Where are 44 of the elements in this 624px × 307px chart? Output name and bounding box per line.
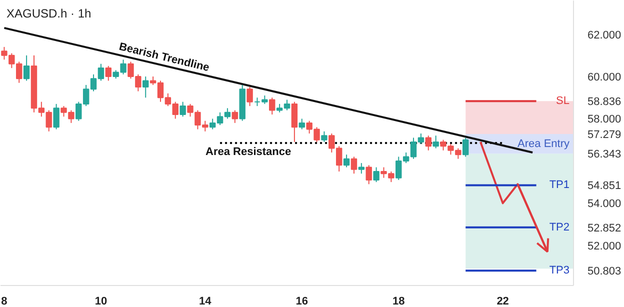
candlestick — [53, 103, 60, 130]
candlestick — [343, 154, 350, 168]
text: XAGUSD.h · 1h — [6, 6, 92, 20]
y-tick-label: 57.279 — [588, 128, 622, 141]
candlestick — [373, 166, 380, 183]
x-tick-label: 16 — [296, 296, 308, 307]
y-tick-label: 54.851 — [588, 180, 622, 192]
y-tick-label: 62.000 — [588, 29, 622, 42]
candlestick — [350, 156, 358, 174]
candlestick — [232, 110, 238, 124]
candlestick — [23, 54, 30, 82]
y-tick-label: 58.000 — [588, 114, 622, 126]
x-tick-label: 22 — [496, 296, 509, 307]
candlestick — [291, 101, 298, 142]
x-tick-label: 18 — [392, 296, 405, 307]
ref-line-label: SL — [556, 95, 570, 108]
band-label: Area Entry — [518, 138, 570, 150]
candlestick — [246, 86, 253, 107]
candlestick — [269, 97, 276, 115]
ref-line-label: TP1 — [549, 179, 570, 192]
y-tick-label: 60.000 — [588, 72, 622, 84]
y-tick-label: 58.836 — [588, 96, 622, 108]
candlestick — [462, 137, 469, 158]
ref-line-label: TP2 — [549, 221, 570, 234]
ref-line-label: TP3 — [549, 264, 570, 277]
candlestick — [321, 130, 328, 142]
candlestick — [358, 162, 365, 174]
y-tick-label: 50.803 — [588, 266, 622, 278]
candlestick — [425, 135, 432, 151]
candlestick — [180, 101, 186, 118]
candlestick — [105, 65, 112, 82]
y-tick-label: 56.343 — [588, 148, 622, 161]
annotation: Bearish Trendline — [118, 40, 210, 74]
candlestick — [432, 135, 439, 149]
y-tick-label: 52.000 — [588, 240, 622, 252]
x-tick-label: 10 — [94, 296, 108, 307]
candlestick — [366, 164, 372, 185]
annotation: Area Resistance — [206, 146, 292, 158]
candlestick — [142, 76, 149, 98]
y-tick-label: 54.000 — [588, 198, 622, 210]
y-tick-label: 52.852 — [588, 222, 622, 234]
x-tick-label: 8 — [1, 296, 8, 307]
x-tick-label: 14 — [199, 296, 212, 307]
candlestick — [298, 118, 305, 130]
